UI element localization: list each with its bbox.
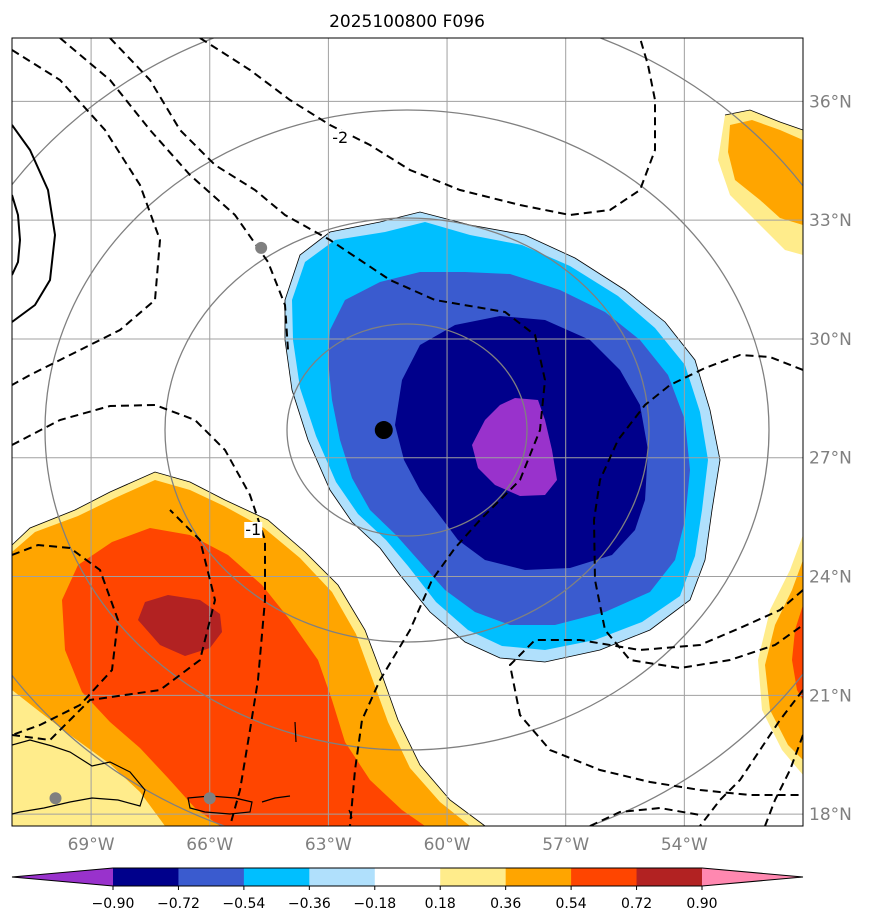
colorbar-extend-low <box>12 868 113 886</box>
coast-hispaniola <box>12 739 146 815</box>
solid-contour-inner <box>12 194 22 276</box>
contour-labels: -2 -1 <box>244 128 350 539</box>
colorbar-tick-label: −0.90 <box>92 896 135 912</box>
lon-tick-label: 54°W <box>661 835 708 855</box>
contour-label-bg <box>244 521 263 538</box>
colorbar-segment <box>505 868 572 886</box>
map-area: -2 -1 <box>12 38 803 826</box>
latitude-labels: 18°N 21°N 24°N 27°N 30°N 33°N 36°N <box>809 92 852 825</box>
colorbar-tick-label: −0.54 <box>222 896 265 912</box>
colorbar-tick-label: −0.36 <box>288 896 331 912</box>
dashed-contour-2 <box>12 49 162 386</box>
lat-tick-label: 33°N <box>809 211 852 231</box>
dashed-contour-1 <box>59 38 289 351</box>
shade-dark-orchid <box>472 398 557 496</box>
colorbar: −0.90 −0.72 −0.54 −0.36 −0.18 0.18 0.36 0.54 0.7… <box>11 867 804 912</box>
shade-orange-red-r <box>792 605 803 700</box>
dashed-contour-8 <box>592 353 803 670</box>
dashed-contour-11 <box>764 734 803 826</box>
coast-islands-1 <box>261 795 291 803</box>
colorbar-segment <box>243 868 310 886</box>
dashed-contour-9 <box>508 589 803 796</box>
contour-label: -2 <box>332 128 348 147</box>
colorbar-tick-label: −0.72 <box>157 896 200 912</box>
colorbar-segment <box>178 868 245 886</box>
lat-tick-label: 30°N <box>809 330 852 350</box>
longitude-labels: 69°W 66°W 63°W 60°W 57°W 54°W <box>68 835 708 855</box>
range-ring-1 <box>286 323 528 537</box>
coastlines <box>12 721 353 819</box>
lon-tick-label: 66°W <box>186 835 233 855</box>
colorbar-tick-label: 0.90 <box>686 896 717 912</box>
lat-tick-label: 36°N <box>809 92 852 112</box>
dashed-contour-6 <box>12 543 120 736</box>
lon-tick-label: 63°W <box>305 835 352 855</box>
solid-contours <box>12 124 57 323</box>
lon-tick-label: 60°W <box>424 835 471 855</box>
coast-puerto-rico <box>187 795 253 815</box>
station-marker <box>255 241 268 254</box>
shade-orange-tr <box>728 120 803 225</box>
dashed-contour-3 <box>109 38 547 826</box>
station-marker <box>203 792 216 805</box>
colorbar-segment <box>374 868 441 886</box>
positive-anomaly-top-right <box>718 109 803 255</box>
colorbar-tick-label: 0.72 <box>621 896 652 912</box>
lat-tick-label: 27°N <box>809 449 852 469</box>
coast-lesser-antilles <box>294 721 297 743</box>
plot-title: 2025100800 F096 <box>329 12 485 32</box>
colorbar-tick-label: 0.36 <box>490 896 521 912</box>
colorbar-tick-label: 0.18 <box>425 896 456 912</box>
dashed-contour-4 <box>199 38 656 217</box>
lon-tick-label: 57°W <box>542 835 589 855</box>
outline-positive <box>12 471 486 826</box>
positive-anomaly-right <box>758 535 803 775</box>
range-ring-2 <box>164 217 650 643</box>
lon-tick-label: 69°W <box>68 835 115 855</box>
colorbar-tick-label: −0.18 <box>353 896 396 912</box>
outline-tr <box>724 109 803 131</box>
colorbar-segment <box>636 868 703 886</box>
lat-tick-label: 18°N <box>809 805 852 825</box>
dashed-contour-12 <box>589 806 701 826</box>
shade-orange-r <box>765 560 803 760</box>
dashed-contour-10 <box>699 689 803 826</box>
positive-anomaly-region <box>12 471 486 826</box>
contour-label-bg <box>331 129 350 146</box>
dashed-contour-5 <box>12 403 266 826</box>
range-rings <box>12 38 803 826</box>
colorbar-segment <box>309 868 376 886</box>
colorbar-segment <box>113 868 179 886</box>
negative-anomaly-region <box>284 211 721 663</box>
shade-firebrick <box>138 595 222 656</box>
solid-contour-outer <box>12 124 57 323</box>
map-frame <box>11 37 804 827</box>
dashed-contour-7 <box>12 509 217 742</box>
dashed-contours <box>12 38 803 826</box>
markers <box>49 241 393 805</box>
lat-tick-label: 24°N <box>809 568 852 588</box>
graticule <box>12 38 803 826</box>
colorbar-tick-label: 0.54 <box>556 896 587 912</box>
colorbar-segment <box>440 868 507 886</box>
contour-label: -1 <box>245 520 261 539</box>
range-ring-3 <box>44 109 770 751</box>
colorbar-segment <box>571 868 638 886</box>
colorbar-extend-high <box>702 868 803 886</box>
storm-center-marker <box>374 421 393 440</box>
station-marker <box>49 792 62 805</box>
lat-tick-label: 21°N <box>809 686 852 706</box>
